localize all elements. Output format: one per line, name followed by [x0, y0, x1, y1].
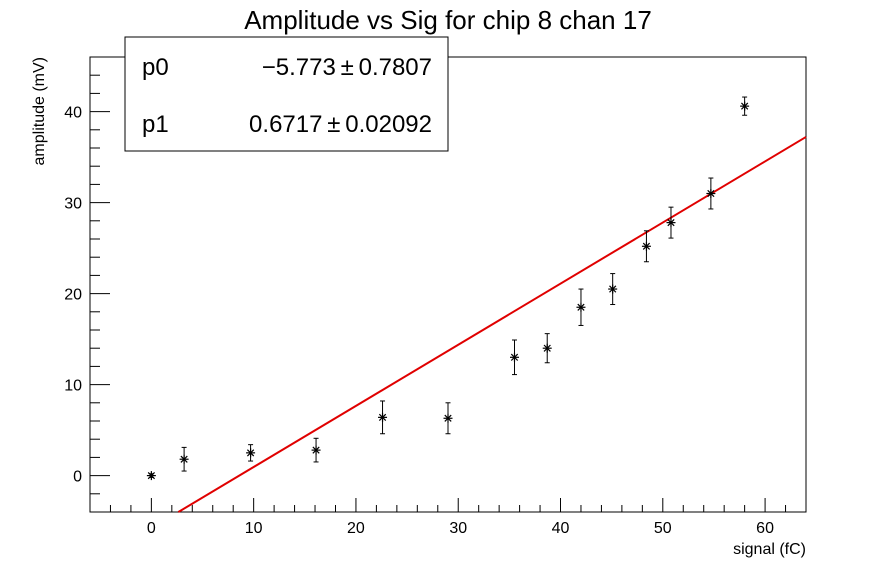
- data-point: [311, 437, 321, 463]
- data-point: [246, 444, 256, 462]
- marker-stroke: [444, 414, 452, 422]
- stats-box-frame: [124, 36, 449, 152]
- data-point: [146, 471, 156, 481]
- marker-stroke: [707, 189, 715, 198]
- data-point: [179, 446, 189, 472]
- data-points: [146, 96, 750, 481]
- stat-p1-name: p1: [142, 111, 169, 138]
- x-tick-label: 0: [147, 520, 156, 537]
- y-tick-label: 30: [64, 196, 82, 213]
- marker-stroke: [609, 285, 617, 293]
- y-tick-label: 40: [64, 105, 82, 122]
- marker-stroke: [180, 455, 188, 463]
- y-axis-label: amplitude (mV): [31, 57, 48, 165]
- data-point: [443, 402, 453, 435]
- y-axis: 0 10 20 30 40: [64, 56, 110, 513]
- chart-title: Amplitude vs Sig for chip 8 chan 17: [244, 5, 652, 35]
- fit-layer: [177, 136, 807, 513]
- fit-line: [177, 136, 807, 513]
- x-tick-label: 40: [552, 520, 570, 537]
- data-point: [666, 206, 676, 239]
- data-point: [509, 339, 519, 376]
- marker-stroke: [577, 303, 585, 311]
- marker-stroke: [510, 353, 519, 361]
- x-axis-label: signal (fC): [733, 541, 806, 558]
- marker-stroke: [147, 471, 155, 480]
- stat-p0-value: −5.773 ± 0.7807: [262, 54, 432, 81]
- marker-stroke: [378, 413, 387, 421]
- y-tick-label: 10: [64, 378, 82, 395]
- marker-stroke: [543, 344, 551, 352]
- x-tick-label: 10: [245, 520, 263, 537]
- x-tick-label: 20: [347, 520, 365, 537]
- stat-p1-value: 0.6717 ± 0.02092: [249, 111, 432, 138]
- stat-p0-name: p0: [142, 54, 169, 81]
- data-point: [608, 273, 618, 306]
- marker-stroke: [246, 449, 255, 457]
- y-tick-label: 20: [64, 287, 82, 304]
- x-tick-label: 60: [756, 520, 774, 537]
- data-point: [641, 230, 651, 263]
- x-axis: 0 10 20 30 40 50 60: [89, 498, 807, 537]
- marker-stroke: [667, 218, 675, 227]
- x-tick-label: 50: [654, 520, 672, 537]
- data-point: [706, 177, 716, 210]
- data-point: [542, 333, 552, 364]
- y-tick-label: 0: [73, 469, 82, 486]
- data-point: [576, 288, 586, 326]
- data-point: [378, 400, 388, 435]
- data-point: [740, 96, 750, 116]
- stats-box: p0 −5.773 ± 0.7807 p1 0.6717 ± 0.02092: [124, 36, 449, 152]
- marker-stroke: [312, 446, 320, 454]
- marker-stroke: [642, 242, 651, 250]
- x-tick-label: 30: [449, 520, 467, 537]
- marker-stroke: [741, 102, 749, 110]
